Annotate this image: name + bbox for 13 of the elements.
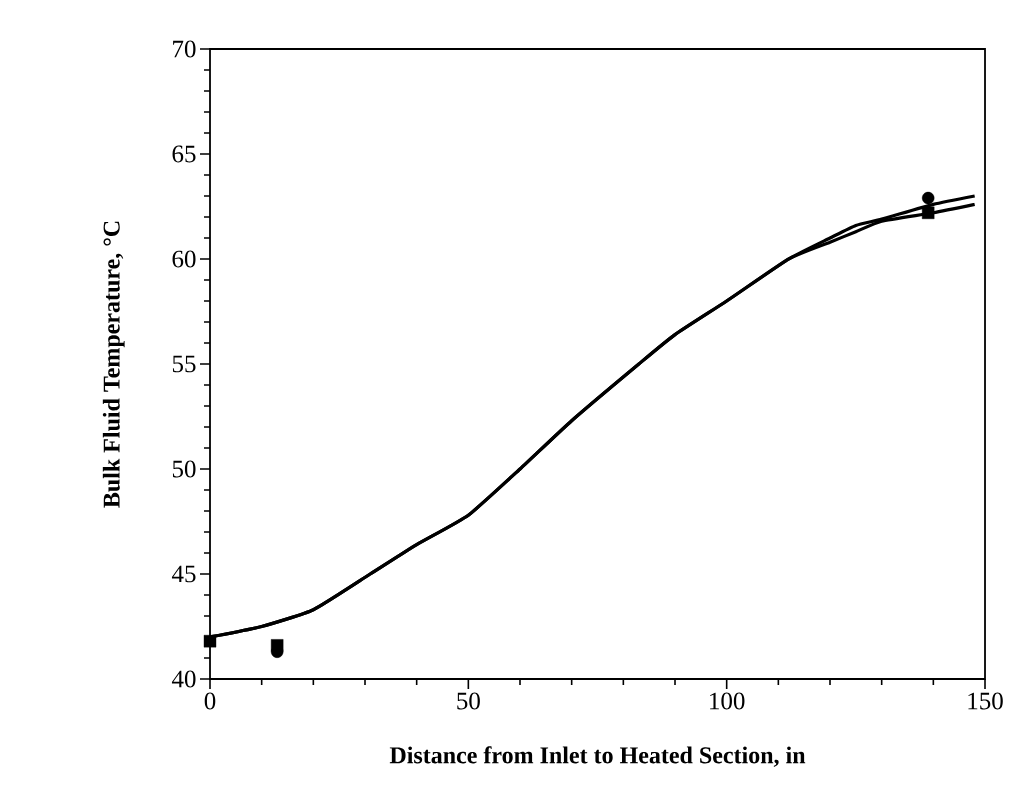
y-tick-label: 55 xyxy=(172,355,196,373)
y-tick-label: 65 xyxy=(172,145,196,163)
x-tick-label: 0 xyxy=(204,692,216,710)
x-tick-label: 150 xyxy=(968,692,1003,710)
y-axis-title: Bulk Fluid Temperature, °C xyxy=(102,221,125,508)
x-tick-label: 50 xyxy=(457,692,480,710)
y-tick-label: 40 xyxy=(171,670,196,688)
x-tick-label: 100 xyxy=(710,692,745,710)
y-tick-label: 50 xyxy=(172,460,196,478)
y-tick-label: 45 xyxy=(171,565,196,583)
x-axis-title: Distance from Inlet to Heated Section, in xyxy=(389,746,806,767)
y-tick-label: 60 xyxy=(172,250,196,268)
y-tick-label: 70 xyxy=(173,40,196,58)
